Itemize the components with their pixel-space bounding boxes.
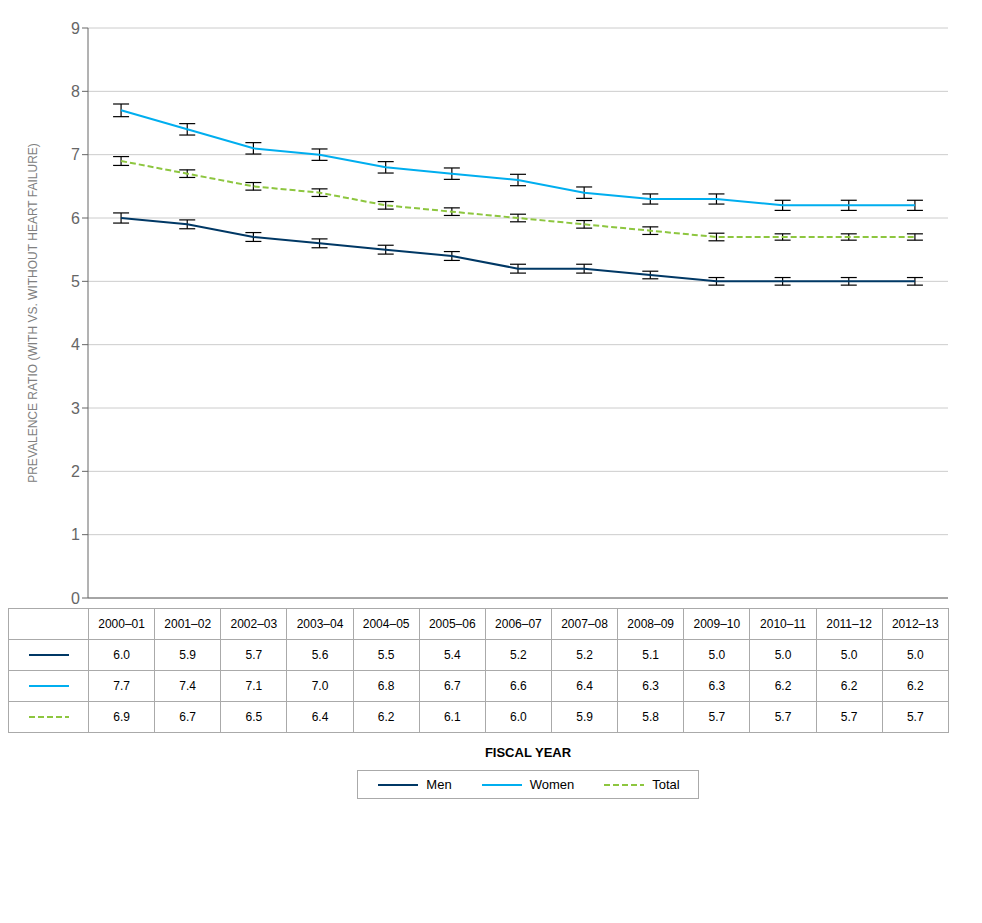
html-text:5.0: 5.0: [774, 648, 792, 662]
html-text:2005–06: 2005–06: [428, 617, 476, 631]
html-text:5.2: 5.2: [576, 648, 593, 662]
html-text:5.5: 5.5: [377, 648, 395, 662]
html-text:2004–05: 2004–05: [362, 617, 410, 631]
svg-text:8: 8: [71, 83, 80, 100]
html-text:5.2: 5.2: [510, 648, 527, 662]
html-text:6.0: 6.0: [510, 710, 527, 724]
html-text:Women: Women: [529, 777, 575, 792]
html-text:7.4: 7.4: [179, 679, 196, 693]
html-text:6.2: 6.2: [840, 679, 858, 693]
html-text:5.7: 5.7: [906, 710, 924, 724]
html-text:2002–03: 2002–03: [230, 617, 278, 631]
html-text:Men: Men: [426, 777, 452, 792]
html-text:5.6: 5.6: [311, 648, 329, 662]
svg-text:0: 0: [71, 590, 80, 607]
svg-text:7: 7: [71, 146, 80, 163]
svg-text:4: 4: [71, 336, 80, 353]
html-text:5.7: 5.7: [245, 648, 263, 662]
html-text:5.0: 5.0: [840, 648, 858, 662]
svg-text:3: 3: [71, 400, 80, 417]
html-text:6.2: 6.2: [377, 710, 395, 724]
html-text:6.3: 6.3: [708, 679, 726, 693]
html-text:5.7: 5.7: [708, 710, 726, 724]
html-text:5.0: 5.0: [906, 648, 924, 662]
html-text:5.8: 5.8: [642, 710, 659, 724]
html-text:6.2: 6.2: [906, 679, 924, 693]
svg-text:2: 2: [71, 463, 80, 480]
html-text:2010–11: 2010–11: [760, 617, 806, 631]
html-text:7.1: 7.1: [245, 679, 263, 693]
html-text:6.2: 6.2: [774, 679, 792, 693]
svg-text:9: 9: [71, 20, 80, 37]
html-text:2001–02: 2001–02: [164, 617, 212, 631]
svg-text:1: 1: [71, 526, 80, 543]
html-text:6.3: 6.3: [642, 679, 659, 693]
html-text:2012–13: 2012–13: [891, 617, 939, 631]
html-text:6.0: 6.0: [113, 648, 130, 662]
html-text:5.9: 5.9: [576, 710, 593, 724]
html-text:5.7: 5.7: [840, 710, 858, 724]
html-text:6.1: 6.1: [443, 710, 461, 724]
html-text:7.0: 7.0: [311, 679, 329, 693]
html-text:5.7: 5.7: [774, 710, 792, 724]
html-text:6.4: 6.4: [311, 710, 329, 724]
html-text:Total: Total: [652, 777, 680, 792]
html-text:2009–10: 2009–10: [693, 617, 741, 631]
html-text:2000–01: 2000–01: [98, 617, 145, 631]
html-text:2003–04: 2003–04: [296, 617, 344, 631]
html-text:6.4: 6.4: [576, 679, 593, 693]
html-text:5.4: 5.4: [443, 648, 461, 662]
html-text:5.0: 5.0: [708, 648, 726, 662]
html-text:FISCAL YEAR: FISCAL YEAR: [484, 745, 572, 760]
html-text:2006–07: 2006–07: [495, 617, 542, 631]
html-text:7.7: 7.7: [113, 679, 130, 693]
html-text:6.5: 6.5: [245, 710, 263, 724]
html-text:2007–08: 2007–08: [561, 617, 608, 631]
html-text:6.8: 6.8: [377, 679, 395, 693]
html-text:6.7: 6.7: [179, 710, 196, 724]
html-text:2011–12: 2011–12: [826, 617, 872, 631]
html-text:5.1: 5.1: [642, 648, 659, 662]
svg-text:5: 5: [71, 273, 80, 290]
html-text:6.6: 6.6: [510, 679, 527, 693]
html-text:6.7: 6.7: [443, 679, 461, 693]
html-text:5.9: 5.9: [179, 648, 196, 662]
svg-text:PREVALENCE RATIO (WITH VS. WIT: PREVALENCE RATIO (WITH VS. WITHOUT HEART…: [26, 143, 40, 483]
svg-text:6: 6: [71, 210, 80, 227]
html-text:2008–09: 2008–09: [627, 617, 674, 631]
html-text:6.9: 6.9: [113, 710, 130, 724]
